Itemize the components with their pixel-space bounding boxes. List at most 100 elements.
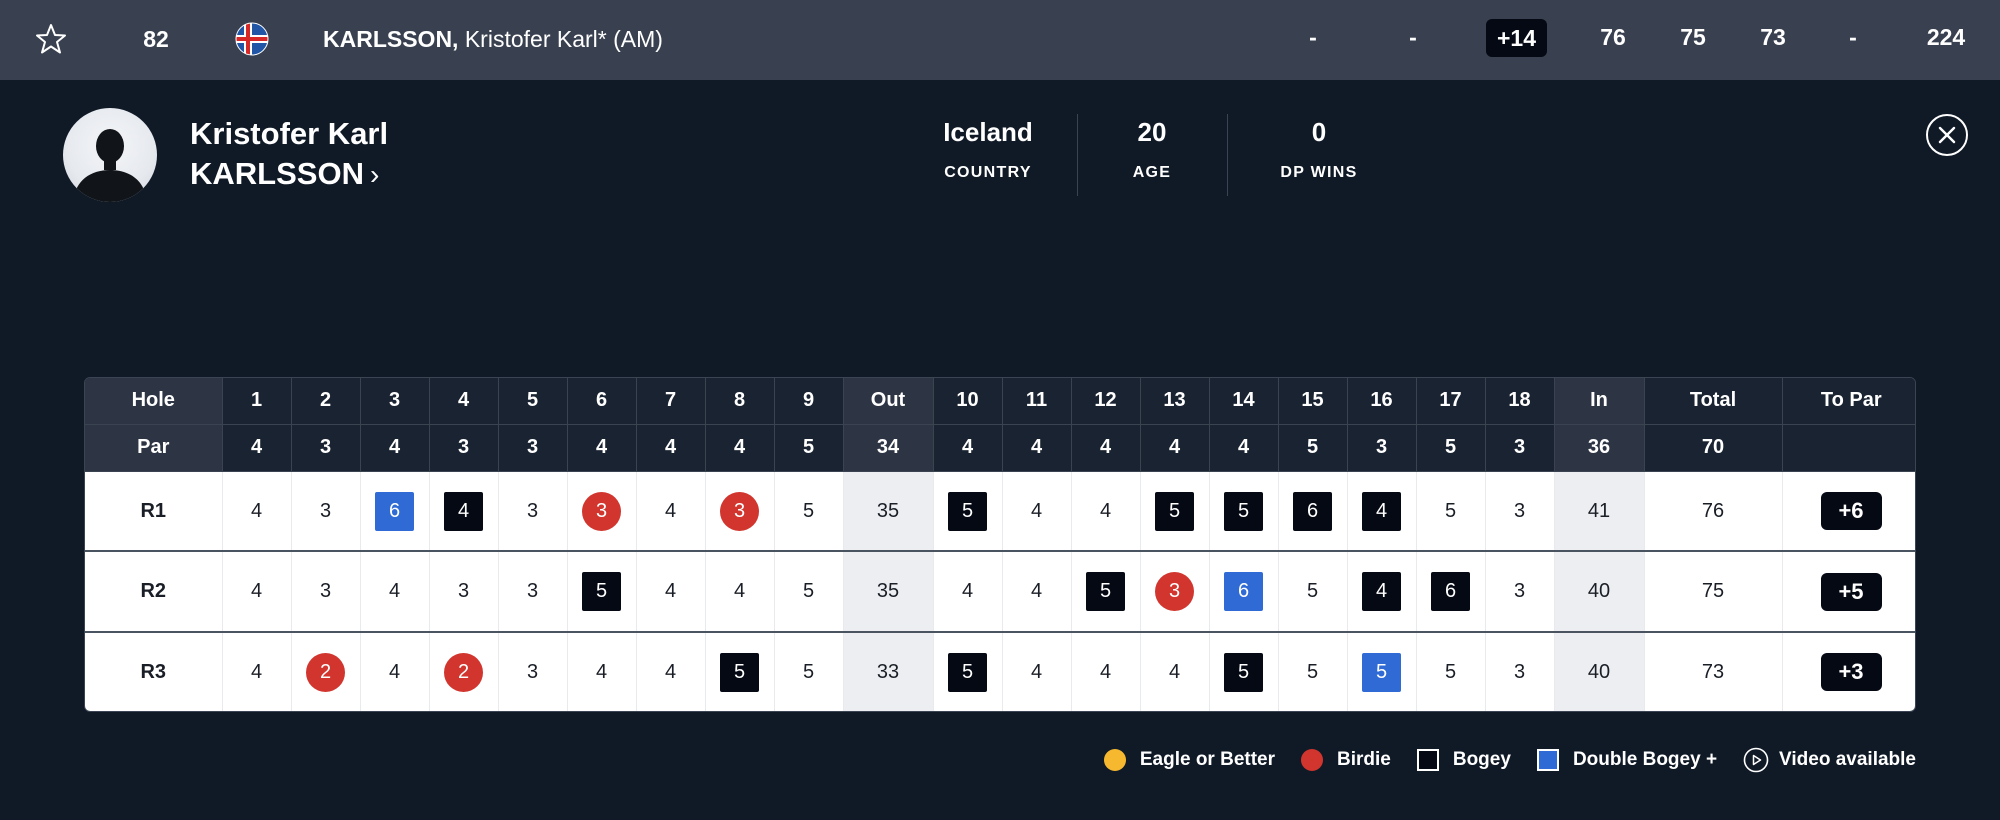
hole-header: 4: [429, 378, 499, 425]
round-to-par: +5: [1782, 550, 1915, 633]
birdie-marker: 3: [1155, 572, 1194, 612]
score-cell: 5: [774, 550, 844, 633]
score-cell: 4: [1347, 550, 1417, 633]
round-1-score: 76: [1600, 24, 1626, 50]
legend: Eagle or Better Birdie Bogey Double Bogey +…: [1103, 747, 1916, 773]
to-par-badge: +3: [1820, 653, 1882, 692]
bogey-marker: 5: [1224, 491, 1263, 531]
hole-header: 16: [1347, 378, 1417, 425]
birdie-marker: 3: [720, 491, 759, 531]
score-cell: 4: [1002, 471, 1072, 552]
par-value: 70: [1644, 424, 1783, 473]
par-value: 3: [1485, 424, 1555, 473]
score-cell: 4: [222, 631, 292, 711]
hole-header: 11: [1002, 378, 1072, 425]
score-cell: 3: [291, 550, 361, 633]
score-cell: 75: [1644, 550, 1783, 633]
score-cell: 5: [1140, 471, 1210, 552]
score-cell: 5: [1209, 471, 1279, 552]
par-value: 4: [567, 424, 637, 473]
score-cell: 3: [1485, 631, 1555, 711]
thru: -: [1309, 24, 1317, 50]
score-cell: 3: [429, 550, 499, 633]
close-button[interactable]: [1926, 114, 1968, 156]
legend-item-eagle: Eagle or Better: [1103, 749, 1275, 771]
score-cell: 3: [498, 631, 568, 711]
scorecard-table: Hole 1 2 3 4 5 6 7 8 9 Out 10 11 12 13 14 15 16 17 18 In Tota…: [84, 377, 1916, 712]
hole-row: Hole 1 2 3 4 5 6 7 8 9 Out 10 11 12 13 14 15 16 17 18 In Tota…: [85, 378, 1915, 425]
score-cell: 5: [1278, 631, 1348, 711]
profile-link[interactable]: KARLSSON ›: [190, 154, 388, 195]
player-first-name: Kristofer Karl* (AM): [464, 26, 663, 52]
hole-header: Total: [1644, 378, 1783, 425]
score-cell: 5: [705, 631, 775, 711]
round-2-score: 75: [1680, 24, 1706, 50]
bogey-marker: 6: [1431, 572, 1470, 612]
par-value: 36: [1554, 424, 1645, 473]
bogey-marker: 4: [444, 491, 483, 531]
star-icon[interactable]: [34, 22, 68, 56]
par-value: 4: [1209, 424, 1279, 473]
score-cell: 3: [498, 471, 568, 552]
par-value: 34: [843, 424, 934, 473]
bogey-marker: 6: [1293, 491, 1332, 531]
score-cell: 41: [1554, 471, 1645, 552]
par-value: 3: [1347, 424, 1417, 473]
hole-header: 15: [1278, 378, 1348, 425]
legend-item-dbogey: Double Bogey +: [1536, 749, 1717, 771]
hole-header: 5: [498, 378, 568, 425]
score-cell: 2: [429, 631, 499, 711]
double-bogey-marker: 6: [1224, 572, 1263, 612]
par-value: 3: [291, 424, 361, 473]
leaderboard-player-row[interactable]: 82 KARLSSON, Kristofer Karl* (AM) - - +1…: [0, 0, 2000, 80]
legend-label: Video available: [1779, 749, 1916, 770]
bogey-marker: 5: [948, 652, 987, 692]
score-cell: 5: [1416, 631, 1486, 711]
par-value: 5: [1416, 424, 1486, 473]
hole-header: 14: [1209, 378, 1279, 425]
bogey-marker: 5: [1155, 491, 1194, 531]
score-cell: 5: [774, 471, 844, 552]
legend-label: Birdie: [1337, 749, 1391, 770]
legend-item-birdie: Birdie: [1301, 749, 1391, 771]
dbogey-swatch-icon: [1536, 749, 1559, 771]
score-cell: 4: [222, 471, 292, 552]
close-icon: [1938, 126, 1956, 144]
score-cell: 40: [1554, 550, 1645, 633]
player-name[interactable]: KARLSSON, Kristofer Karl* (AM): [323, 26, 663, 53]
avatar: [63, 108, 157, 202]
profile-first-name: Kristofer Karl: [190, 116, 389, 151]
round-row: R1 4 3 6 4 3 3 4 3 5 35 5 4 4 5 5 6 4 5 3 41 76 +6: [85, 471, 1915, 552]
score-cell: 5: [774, 631, 844, 711]
score-cell: 40: [1554, 631, 1645, 711]
player-last-name: KARLSSON,: [323, 26, 459, 52]
stat-dp-wins-label: DP WINS: [1280, 164, 1358, 181]
hole-header: 7: [636, 378, 706, 425]
player-silhouette-icon: [73, 129, 147, 202]
hole-header: 13: [1140, 378, 1210, 425]
score-cell: 4: [1002, 550, 1072, 633]
double-bogey-marker: 5: [1362, 652, 1401, 692]
round-label: R3: [85, 631, 223, 711]
score-cell: 6: [360, 471, 430, 552]
bogey-marker: 5: [948, 491, 987, 531]
score-cell: 4: [705, 550, 775, 633]
double-bogey-marker: 6: [375, 491, 414, 531]
score-cell: 3: [705, 471, 775, 552]
score-cell: 3: [291, 471, 361, 552]
score-cell: 5: [1347, 631, 1417, 711]
score-cell: 33: [843, 631, 934, 711]
hole-header: 2: [291, 378, 361, 425]
round-row: R3 4 2 4 2 3 4 4 5 5 33 5 4 4 4 5 5 5 5 3 40 73 +3: [85, 631, 1915, 711]
round-row: R2 4 3 4 3 3 5 4 4 5 35 4 4 5 3 6 5 4 6 3 40 75 +5: [85, 550, 1915, 633]
chevron-right-icon: ›: [369, 159, 380, 190]
par-value: 4: [705, 424, 775, 473]
score-cell: 76: [1644, 471, 1783, 552]
score-cell: 4: [1002, 631, 1072, 711]
to-par-badge: +6: [1820, 492, 1882, 531]
stat-age-label: AGE: [1132, 164, 1172, 181]
stat-country-label: COUNTRY: [944, 164, 1032, 181]
par-value: 5: [1278, 424, 1348, 473]
hole-header: 17: [1416, 378, 1486, 425]
par-value: 4: [360, 424, 430, 473]
